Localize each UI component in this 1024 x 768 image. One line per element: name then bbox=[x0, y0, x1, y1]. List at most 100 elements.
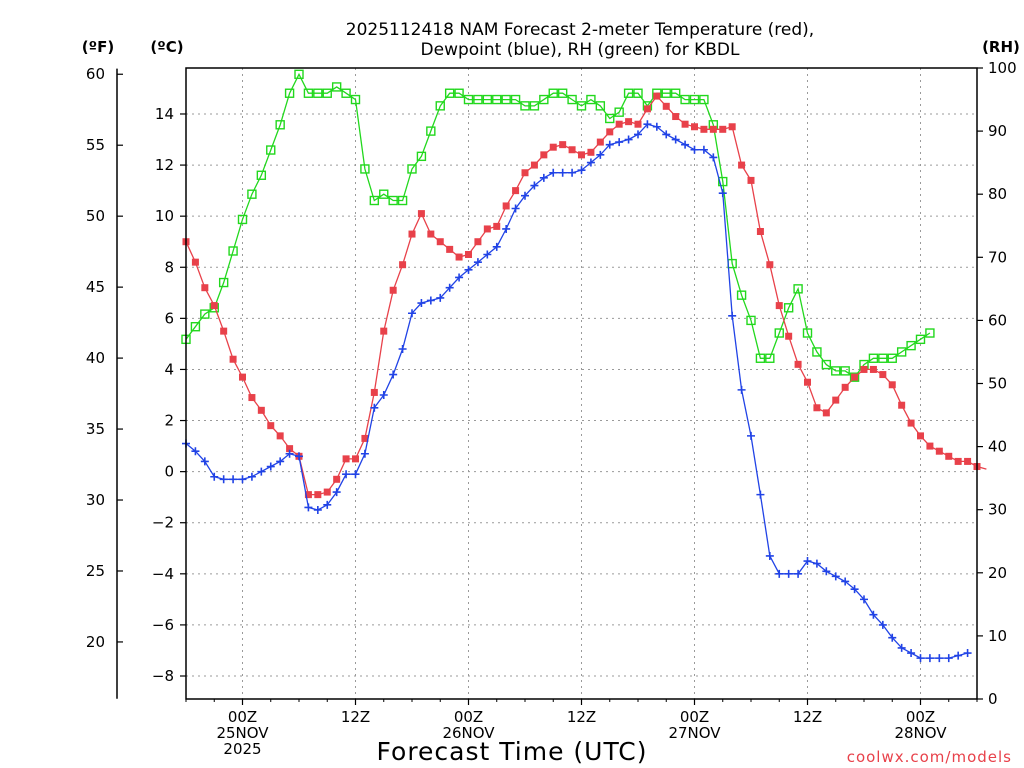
data-point bbox=[512, 187, 520, 195]
data-point bbox=[756, 227, 764, 235]
data-point bbox=[229, 355, 237, 363]
rh-tick-label: 30 bbox=[988, 501, 1007, 519]
series-line bbox=[185, 72, 931, 379]
data-point bbox=[408, 309, 416, 318]
data-point bbox=[502, 202, 510, 210]
series-2-meter-temperature bbox=[182, 92, 987, 499]
data-point bbox=[483, 225, 491, 233]
data-point bbox=[284, 88, 295, 98]
data-point bbox=[239, 373, 246, 381]
data-point bbox=[925, 654, 934, 663]
data-point bbox=[765, 353, 775, 363]
data-point bbox=[586, 158, 595, 167]
data-point bbox=[257, 467, 266, 476]
data-point bbox=[596, 138, 604, 146]
chart-title-line-2: Dewpoint (blue), RH (green) for KBDL bbox=[421, 40, 740, 60]
data-point bbox=[756, 490, 765, 499]
data-point bbox=[548, 88, 558, 98]
data-point bbox=[595, 101, 606, 111]
data-point bbox=[549, 143, 557, 151]
fahrenheit-tick-label: 30 bbox=[86, 491, 105, 509]
data-point bbox=[690, 145, 699, 154]
data-point bbox=[661, 88, 671, 98]
data-point bbox=[963, 649, 972, 658]
x-tick-label: 00Z bbox=[228, 708, 257, 726]
data-point bbox=[728, 311, 737, 320]
data-point bbox=[783, 303, 794, 313]
data-point bbox=[840, 366, 850, 376]
data-point bbox=[625, 118, 633, 126]
data-point bbox=[568, 146, 576, 154]
data-point bbox=[906, 340, 916, 351]
data-point bbox=[736, 290, 747, 300]
data-point bbox=[804, 378, 811, 386]
data-point bbox=[370, 388, 378, 396]
data-point bbox=[813, 404, 821, 412]
data-point bbox=[426, 296, 435, 305]
data-point bbox=[747, 431, 755, 440]
data-point bbox=[747, 176, 755, 184]
data-point bbox=[822, 409, 830, 417]
data-point bbox=[775, 569, 784, 578]
data-point bbox=[812, 347, 822, 357]
data-point bbox=[314, 491, 322, 499]
data-point bbox=[897, 643, 906, 652]
data-point bbox=[266, 462, 275, 471]
data-point bbox=[332, 488, 341, 497]
data-point bbox=[794, 360, 802, 368]
x-tick-label: 00Z bbox=[906, 708, 935, 726]
data-point bbox=[529, 101, 540, 111]
data-point bbox=[416, 151, 427, 162]
data-point bbox=[351, 470, 360, 479]
fahrenheit-tick-label: 35 bbox=[86, 420, 105, 438]
data-point bbox=[615, 120, 623, 128]
data-point bbox=[841, 383, 849, 391]
fahrenheit-tick-label: 20 bbox=[86, 633, 105, 651]
series-dewpoint bbox=[182, 120, 972, 663]
data-point bbox=[945, 452, 953, 460]
data-point bbox=[417, 299, 426, 308]
data-point bbox=[887, 353, 897, 363]
data-point bbox=[436, 293, 445, 302]
data-point bbox=[257, 406, 265, 414]
data-point bbox=[699, 145, 708, 154]
data-point bbox=[841, 577, 850, 586]
data-point bbox=[775, 302, 783, 310]
data-point bbox=[718, 189, 727, 198]
data-point bbox=[672, 113, 680, 121]
data-point bbox=[190, 322, 201, 332]
data-point bbox=[238, 475, 247, 484]
data-point bbox=[408, 230, 416, 238]
celsius-tick-label: 14 bbox=[155, 105, 174, 123]
rh-tick-label: 80 bbox=[988, 185, 1007, 203]
data-point bbox=[812, 559, 821, 568]
data-point bbox=[380, 327, 388, 335]
data-point bbox=[247, 472, 256, 481]
fahrenheit-tick-label: 40 bbox=[86, 349, 105, 367]
data-point bbox=[691, 123, 698, 131]
x-tick-label: 00Z bbox=[680, 708, 709, 726]
data-point bbox=[455, 273, 464, 282]
data-point bbox=[323, 500, 332, 509]
data-point bbox=[200, 457, 209, 466]
data-point bbox=[530, 161, 538, 169]
data-point bbox=[266, 145, 276, 155]
celsius-tick-label: 0 bbox=[164, 463, 174, 481]
series-rh bbox=[181, 69, 935, 382]
data-point bbox=[549, 168, 558, 177]
data-point bbox=[576, 101, 587, 111]
data-point bbox=[276, 432, 284, 440]
data-point bbox=[925, 328, 935, 338]
data-point bbox=[341, 88, 351, 98]
data-point bbox=[633, 88, 643, 98]
data-point bbox=[399, 261, 407, 269]
data-point bbox=[446, 245, 454, 253]
data-point bbox=[389, 370, 398, 379]
data-point bbox=[917, 432, 924, 440]
data-point bbox=[558, 168, 567, 177]
data-point bbox=[350, 94, 361, 105]
x-tick-label: 12Z bbox=[567, 708, 596, 726]
data-point bbox=[634, 120, 642, 128]
data-point bbox=[878, 620, 887, 629]
